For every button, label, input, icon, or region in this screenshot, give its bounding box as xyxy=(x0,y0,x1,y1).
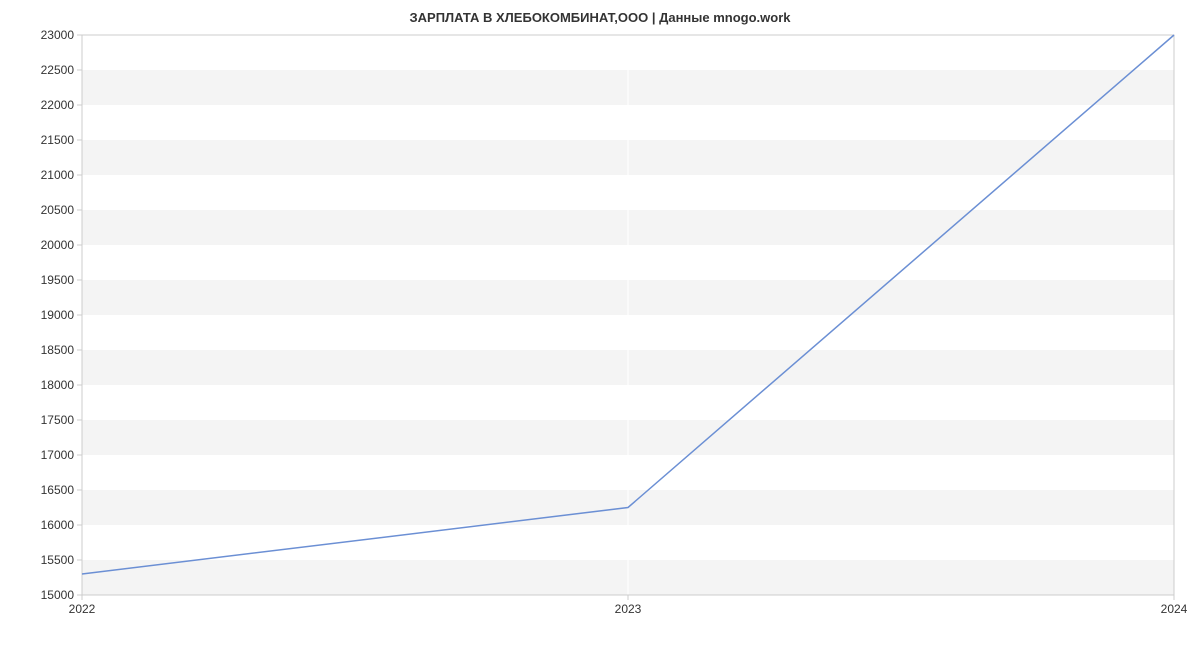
y-tick-label: 15000 xyxy=(41,588,75,602)
y-tick-label: 23000 xyxy=(41,28,75,42)
chart-svg: 15000 15500 16000 16500 17000 17500 18000 18500… xyxy=(0,25,1200,655)
y-tick-label: 21500 xyxy=(41,133,75,147)
y-tick-label: 17500 xyxy=(41,413,75,427)
y-tick-label: 18000 xyxy=(41,378,75,392)
y-tick-label: 16500 xyxy=(41,483,75,497)
x-tick-label: 2022 xyxy=(69,602,96,616)
chart-title: ЗАРПЛАТА В ХЛЕБОКОМБИНАТ,ООО | Данные mn… xyxy=(0,0,1200,25)
y-tick-label: 17000 xyxy=(41,448,75,462)
y-tick-label: 16000 xyxy=(41,518,75,532)
y-tick-label: 21000 xyxy=(41,168,75,182)
y-tick-label: 22500 xyxy=(41,63,75,77)
salary-line-chart: ЗАРПЛАТА В ХЛЕБОКОМБИНАТ,ООО | Данные mn… xyxy=(0,0,1200,650)
y-tick-label: 20000 xyxy=(41,238,75,252)
x-tick-label: 2024 xyxy=(1161,602,1188,616)
y-tick-label: 22000 xyxy=(41,98,75,112)
y-tick-label: 19000 xyxy=(41,308,75,322)
y-tick-label: 19500 xyxy=(41,273,75,287)
y-tick-label: 18500 xyxy=(41,343,75,357)
x-tick-label: 2023 xyxy=(615,602,642,616)
y-tick-label: 15500 xyxy=(41,553,75,567)
y-tick-label: 20500 xyxy=(41,203,75,217)
